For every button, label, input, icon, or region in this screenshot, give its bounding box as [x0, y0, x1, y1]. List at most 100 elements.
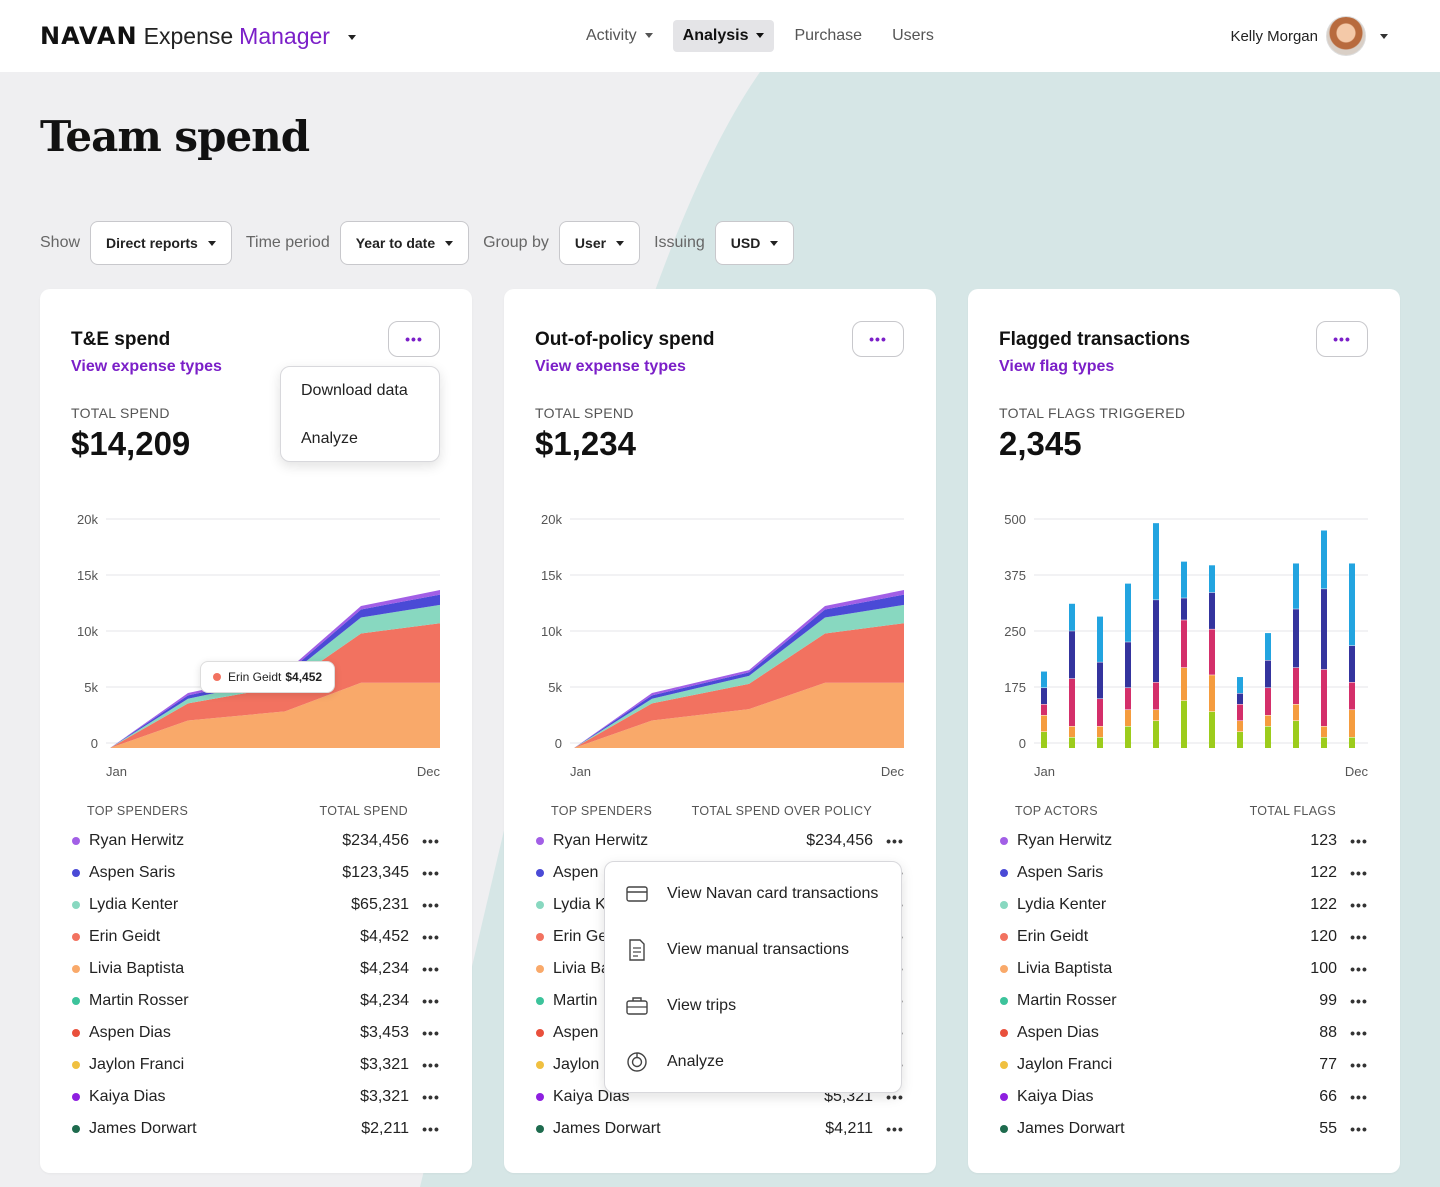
bar-segment	[1321, 589, 1327, 670]
more-options-icon[interactable]: •••	[886, 1121, 904, 1137]
download-data-item[interactable]: Download data	[301, 382, 408, 399]
filter-dropdown-group-by[interactable]: User	[558, 221, 641, 265]
analyze-item[interactable]: Analyze	[301, 430, 358, 447]
more-options-icon[interactable]: •••	[422, 1089, 440, 1105]
more-options-icon[interactable]: •••	[422, 929, 440, 945]
more-options-icon[interactable]: •••	[886, 833, 904, 849]
list-item: Kaiya Dias 66 •••	[999, 1081, 1369, 1113]
more-options-icon[interactable]: •••	[422, 833, 440, 849]
color-dot	[1000, 1061, 1008, 1069]
more-options-icon[interactable]: •••	[1350, 961, 1368, 977]
bar-segment	[1209, 565, 1215, 593]
nav-item-activity[interactable]: Activity	[576, 20, 663, 52]
row-name: Aspen Saris	[89, 864, 176, 881]
color-dot	[1000, 1125, 1008, 1133]
y-tick-label: 0	[555, 736, 562, 751]
filter-dropdown-time-period[interactable]: Year to date	[339, 221, 470, 265]
list-item: Erin Geidt 120 •••	[999, 921, 1369, 953]
more-options-icon[interactable]: •••	[1350, 929, 1368, 945]
row-value: 99	[1319, 992, 1337, 1009]
area-series-1	[574, 623, 904, 748]
more-options-icon-button[interactable]: •••	[852, 321, 904, 357]
more-options-icon[interactable]: •••	[1350, 1121, 1368, 1137]
user-menu[interactable]: Kelly Morgan	[1230, 16, 1388, 56]
bar-segment	[1125, 710, 1131, 727]
more-options-icon[interactable]: •••	[422, 1025, 440, 1041]
view-types-link[interactable]: View flag types	[999, 358, 1115, 375]
more-options-icon[interactable]: •••	[1350, 1057, 1368, 1073]
chevron-down-icon	[616, 240, 625, 246]
list-item: Aspen Dias $3,453 •••	[71, 1017, 441, 1049]
card-title: Flagged transactions	[999, 329, 1191, 350]
color-dot	[72, 1061, 80, 1069]
view-card-transactions-item[interactable]: View Navan card transactions	[605, 866, 901, 922]
filter-value: User	[574, 235, 607, 251]
more-options-icon-button[interactable]: •••	[1316, 321, 1368, 357]
bar-segment	[1041, 704, 1047, 716]
list-header-name: TOP SPENDERS	[87, 804, 189, 818]
view-types-link[interactable]: View expense types	[535, 358, 686, 375]
nav-item-users[interactable]: Users	[882, 20, 944, 52]
view-trips-item[interactable]: View trips	[605, 978, 901, 1034]
filter-dropdown-show[interactable]: Direct reports	[90, 221, 232, 265]
bar-segment	[1349, 710, 1355, 738]
nav-item-analysis[interactable]: Analysis	[672, 20, 775, 52]
nav-item-label: Activity	[586, 27, 637, 44]
bar-segment	[1069, 737, 1075, 748]
y-tick-label: 5k	[548, 680, 562, 695]
row-name: Livia Ba	[553, 960, 610, 977]
list-header-name: TOP SPENDERS	[551, 804, 653, 818]
credit-card-icon	[626, 886, 648, 902]
more-options-icon[interactable]: •••	[886, 1089, 904, 1105]
more-options-icon[interactable]: •••	[422, 865, 440, 881]
row-value: $4,234	[360, 992, 409, 1009]
filter-dropdown-issuing[interactable]: USD	[714, 221, 795, 265]
color-dot	[536, 1029, 544, 1037]
view-manual-transactions-item[interactable]: View manual transactions	[605, 922, 901, 978]
more-options-icon[interactable]: •••	[1350, 833, 1368, 849]
more-options-icon[interactable]: •••	[422, 1057, 440, 1073]
more-options-icon[interactable]: •••	[422, 993, 440, 1009]
row-name: Jaylon	[553, 1056, 600, 1073]
row-value: $4,211	[825, 1120, 873, 1137]
more-options-icon[interactable]: •••	[1350, 865, 1368, 881]
more-options-icon[interactable]: •••	[422, 897, 440, 913]
color-dot	[536, 1125, 544, 1133]
more-options-icon[interactable]: •••	[422, 961, 440, 977]
bar-segment	[1209, 629, 1215, 675]
row-value: $123,345	[342, 864, 409, 881]
color-dot	[1000, 1093, 1008, 1101]
analyze-row-item[interactable]: Analyze	[605, 1034, 901, 1090]
color-dot	[1000, 901, 1008, 909]
nav-item-purchase[interactable]: Purchase	[784, 20, 872, 52]
list-item: James Dorwart $4,211 •••	[535, 1113, 905, 1145]
row-name: Martin	[553, 992, 598, 1009]
page-title: Team spend	[40, 112, 310, 161]
row-name: James Dorwart	[89, 1120, 197, 1137]
more-options-icon[interactable]: •••	[1350, 1025, 1368, 1041]
spender-list: Ryan Herwitz $234,456 ••• Aspen ••• Lydia K ••…	[535, 825, 905, 1145]
row-name: Kaiya Dias	[1017, 1088, 1094, 1105]
bar-segment	[1181, 598, 1187, 620]
filter-value: Year to date	[355, 235, 436, 251]
row-name: Livia Baptista	[1017, 960, 1113, 977]
x-tick-label: Jan	[570, 764, 591, 779]
bar-segment	[1293, 667, 1299, 705]
more-options-icon[interactable]: •••	[422, 1121, 440, 1137]
more-options-icon[interactable]: •••	[1350, 993, 1368, 1009]
more-options-icon[interactable]: •••	[1350, 897, 1368, 913]
bar-segment	[1293, 563, 1299, 609]
brand-switcher[interactable]: NAVAN Expense Manager	[40, 22, 356, 50]
bar-segment	[1349, 737, 1355, 748]
row-name: Lydia Kenter	[89, 896, 179, 913]
filter-label: Issuing	[654, 234, 705, 251]
view-types-link[interactable]: View expense types	[71, 358, 222, 375]
row-name: Martin Rosser	[89, 992, 189, 1009]
more-options-icon[interactable]: •••	[1350, 1089, 1368, 1105]
more-options-icon-button[interactable]: •••	[388, 321, 440, 357]
y-tick-label: 15k	[541, 568, 562, 583]
row-action-menu: View Navan card transactions View manual…	[604, 861, 902, 1093]
chevron-down-icon	[207, 240, 216, 246]
row-name: Aspen Saris	[1017, 864, 1104, 881]
row-name: Kaiya Dias	[89, 1088, 166, 1105]
